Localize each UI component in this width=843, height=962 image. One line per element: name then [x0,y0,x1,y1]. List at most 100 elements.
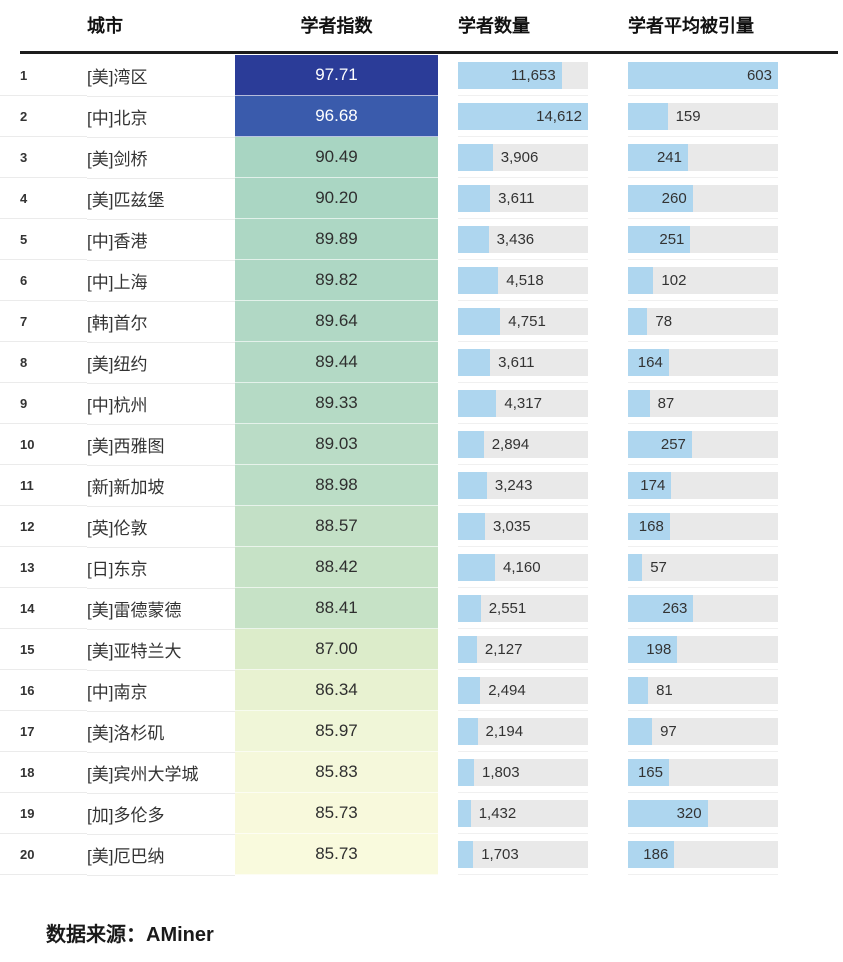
scholars-value-label: 3,243 [494,476,533,494]
table-row: 7 [韩]首尔 89.64 4,751 78 [0,301,843,343]
scholars-cell: 1,803 [458,752,588,793]
citations-bar-track: 257 [628,430,778,458]
scholars-value-label: 11,653 [510,66,556,84]
table-row: 8 [美]纽约 89.44 3,611 164 [0,342,843,384]
citations-value-label: 186 [643,845,669,863]
scholars-bar-track: 3,611 [458,184,588,212]
scholars-cell: 2,894 [458,424,588,465]
rank-label: 4 [0,178,87,219]
rank-label: 16 [0,670,87,711]
citations-value-label: 263 [662,599,688,617]
citations-bar [628,389,650,417]
citations-bar-track: 603 [628,61,778,89]
scholar-index-cell: 89.89 [235,219,438,260]
citations-value-label: 159 [675,107,701,125]
city-name: [新]新加坡 [87,465,235,507]
table-row: 17 [美]洛杉矶 85.97 2,194 97 [0,711,843,753]
scholar-index-cell: 89.33 [235,383,438,424]
citations-bar [628,143,688,171]
city-name: [韩]首尔 [87,301,235,343]
citations-bar-track: 241 [628,143,778,171]
city-name: [中]香港 [87,219,235,261]
citations-cell: 57 [628,547,778,588]
scholars-bar-track: 1,803 [458,758,588,786]
citations-cell: 159 [628,96,778,137]
rank-label: 20 [0,834,87,875]
citations-cell: 260 [628,178,778,219]
citations-bar [628,61,778,89]
citations-value-label: 87 [657,394,675,412]
citations-cell: 263 [628,588,778,629]
citations-bar [628,430,692,458]
city-name: [加]多伦多 [87,793,235,835]
citations-cell: 257 [628,424,778,465]
citations-bar-track: 168 [628,512,778,540]
scholars-value-label: 3,035 [493,517,531,535]
rank-label: 13 [0,547,87,588]
rank-label: 1 [0,55,87,96]
citations-value-label: 57 [650,558,667,576]
citations-cell: 87 [628,383,778,424]
scholar-index-cell: 88.98 [235,465,438,506]
header-avg-citations: 学者平均被引量 [628,16,754,36]
citations-cell: 603 [628,55,778,96]
citations-value-label: 165 [637,763,663,781]
scholars-cell: 1,703 [458,834,588,875]
scholars-bar [458,184,491,212]
header-scholar-index: 学者指数 [300,16,373,36]
scholars-value-label: 4,518 [506,271,544,289]
scholars-value-label: 14,612 [536,107,582,125]
scholar-index-cell: 97.71 [235,55,438,96]
citations-bar [628,225,691,253]
scholars-bar-track: 3,035 [458,512,588,540]
scholars-cell: 4,751 [458,301,588,342]
scholar-index-cell: 90.49 [235,137,438,178]
scholars-bar-track: 3,611 [458,348,588,376]
rank-label: 19 [0,793,87,834]
table-header: 城市 学者指数 学者数量 学者平均被引量 [0,12,843,40]
citations-value-label: 78 [655,312,673,330]
citations-value-label: 164 [637,353,663,371]
scholars-bar [458,266,499,294]
table-body: 1 [美]湾区 97.71 11,653 603 2 [中]北京 96.68 14,612 159… [0,55,843,876]
scholars-bar [458,102,588,130]
scholar-index-cell: 89.64 [235,301,438,342]
scholar-index-cell: 88.57 [235,506,438,547]
table-row: 1 [美]湾区 97.71 11,653 603 [0,55,843,97]
scholars-bar [458,676,481,704]
citations-bar-track: 251 [628,225,778,253]
scholars-bar [458,389,497,417]
city-name: [美]亚特兰大 [87,629,235,671]
scholar-index-cell: 85.97 [235,711,438,752]
city-name: [美]纽约 [87,342,235,384]
table-row: 3 [美]剑桥 90.49 3,906 241 [0,137,843,179]
scholars-cell: 3,906 [458,137,588,178]
scholars-bar [458,348,491,376]
citations-bar [628,594,694,622]
scholars-value-label: 3,611 [498,353,535,371]
scholar-index-cell: 85.73 [235,834,438,875]
citations-cell: 241 [628,137,778,178]
city-name: [中]北京 [87,96,235,138]
citations-bar-track: 260 [628,184,778,212]
scholars-value-label: 2,127 [484,640,523,658]
rank-label: 5 [0,219,87,260]
scholars-bar-track: 1,432 [458,799,588,827]
scholars-bar [458,430,484,458]
scholars-bar [458,471,487,499]
citations-bar-track: 186 [628,840,778,868]
citations-value-label: 81 [656,681,673,699]
scholars-bar-track: 3,436 [458,225,588,253]
citations-bar-track: 78 [628,307,778,335]
scholars-bar-track: 14,612 [458,102,588,130]
citations-bar [628,717,653,745]
citations-value-label: 174 [640,476,666,494]
citations-bar [628,799,708,827]
scholars-cell: 4,160 [458,547,588,588]
table-row: 4 [美]匹兹堡 90.20 3,611 260 [0,178,843,220]
table-row: 5 [中]香港 89.89 3,436 251 [0,219,843,261]
scholars-cell: 3,611 [458,178,588,219]
scholars-bar-track: 4,317 [458,389,588,417]
scholar-index-cell: 89.03 [235,424,438,465]
citations-bar-track: 174 [628,471,778,499]
